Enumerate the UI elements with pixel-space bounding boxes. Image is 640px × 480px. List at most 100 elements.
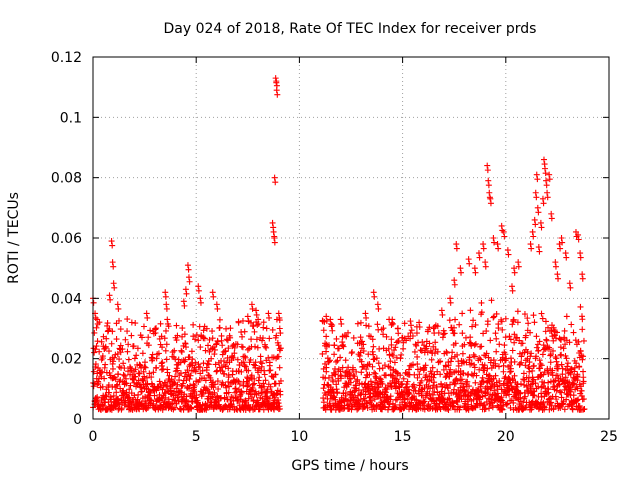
data-point bbox=[516, 361, 523, 368]
data-point bbox=[414, 353, 421, 360]
data-point bbox=[238, 389, 245, 396]
data-point bbox=[494, 241, 501, 248]
data-point bbox=[323, 317, 330, 324]
data-point bbox=[408, 327, 415, 334]
data-point bbox=[357, 334, 364, 341]
data-point bbox=[130, 343, 137, 350]
data-point bbox=[471, 361, 478, 368]
data-point bbox=[179, 333, 186, 340]
plot-frame bbox=[92, 56, 610, 420]
data-point bbox=[271, 235, 278, 241]
data-point bbox=[363, 400, 370, 407]
data-point bbox=[515, 263, 522, 270]
data-point bbox=[102, 392, 109, 399]
data-point bbox=[267, 367, 274, 374]
data-point bbox=[236, 381, 243, 388]
data-point bbox=[577, 254, 584, 261]
data-point bbox=[454, 351, 461, 358]
data-point bbox=[230, 354, 237, 361]
data-point bbox=[455, 362, 462, 369]
data-point bbox=[387, 393, 394, 400]
data-point bbox=[262, 343, 269, 350]
data-point bbox=[106, 389, 113, 396]
data-point bbox=[115, 305, 122, 312]
data-point bbox=[445, 385, 452, 392]
data-point bbox=[124, 328, 131, 335]
data-point bbox=[138, 334, 145, 341]
data-point bbox=[136, 370, 143, 377]
data-point bbox=[556, 381, 563, 388]
data-point bbox=[457, 404, 464, 411]
data-point bbox=[162, 293, 169, 300]
data-point bbox=[557, 245, 564, 252]
data-point bbox=[319, 350, 326, 357]
data-point bbox=[429, 394, 436, 401]
data-point bbox=[536, 357, 543, 364]
data-point bbox=[441, 330, 448, 337]
data-point bbox=[235, 319, 242, 326]
data-point bbox=[566, 280, 573, 287]
data-point bbox=[388, 384, 395, 391]
data-point bbox=[349, 364, 356, 371]
data-point bbox=[345, 329, 352, 336]
data-point bbox=[249, 381, 256, 388]
data-point bbox=[141, 359, 148, 366]
data-point bbox=[395, 330, 402, 337]
data-point bbox=[162, 289, 169, 296]
data-point bbox=[567, 284, 574, 291]
data-point bbox=[179, 325, 186, 332]
data-point bbox=[559, 371, 566, 378]
data-point bbox=[98, 338, 105, 345]
data-point bbox=[426, 340, 433, 347]
data-point bbox=[93, 324, 100, 331]
data-point bbox=[507, 362, 514, 369]
data-point bbox=[223, 325, 230, 332]
data-point bbox=[216, 324, 223, 331]
data-point bbox=[397, 372, 404, 379]
data-point bbox=[255, 399, 262, 406]
data-point bbox=[533, 333, 540, 340]
data-point bbox=[484, 167, 491, 174]
data-point bbox=[132, 366, 139, 373]
data-point bbox=[381, 362, 388, 369]
data-point bbox=[477, 356, 484, 363]
data-point bbox=[91, 329, 98, 336]
data-point bbox=[431, 330, 438, 337]
data-point bbox=[219, 342, 226, 349]
data-point bbox=[393, 404, 400, 411]
data-point bbox=[436, 358, 443, 365]
data-point bbox=[248, 301, 255, 308]
data-point bbox=[481, 362, 488, 369]
data-point bbox=[429, 364, 436, 371]
data-point bbox=[414, 361, 421, 368]
data-point bbox=[511, 331, 518, 338]
data-point bbox=[132, 373, 139, 380]
data-point bbox=[158, 333, 165, 340]
data-point bbox=[428, 356, 435, 363]
data-point bbox=[91, 349, 98, 356]
data-point bbox=[527, 353, 534, 360]
x-tick-label: 15 bbox=[394, 429, 412, 445]
data-point bbox=[241, 328, 248, 335]
data-point bbox=[500, 362, 507, 369]
data-point bbox=[239, 344, 246, 351]
data-point bbox=[277, 345, 284, 352]
data-point bbox=[119, 346, 126, 353]
data-point bbox=[163, 305, 170, 312]
data-point bbox=[228, 400, 235, 407]
data-point bbox=[388, 336, 395, 343]
data-point bbox=[545, 370, 552, 377]
data-point bbox=[366, 371, 373, 378]
data-point bbox=[409, 332, 416, 339]
data-point bbox=[543, 182, 550, 189]
data-point bbox=[509, 287, 516, 294]
data-point bbox=[447, 299, 454, 306]
data-point bbox=[579, 316, 586, 323]
data-point bbox=[273, 87, 280, 94]
data-point bbox=[205, 390, 212, 397]
data-point bbox=[205, 361, 212, 368]
data-point bbox=[492, 372, 499, 379]
data-point bbox=[267, 383, 274, 390]
data-point bbox=[116, 317, 122, 324]
data-point bbox=[524, 315, 531, 322]
